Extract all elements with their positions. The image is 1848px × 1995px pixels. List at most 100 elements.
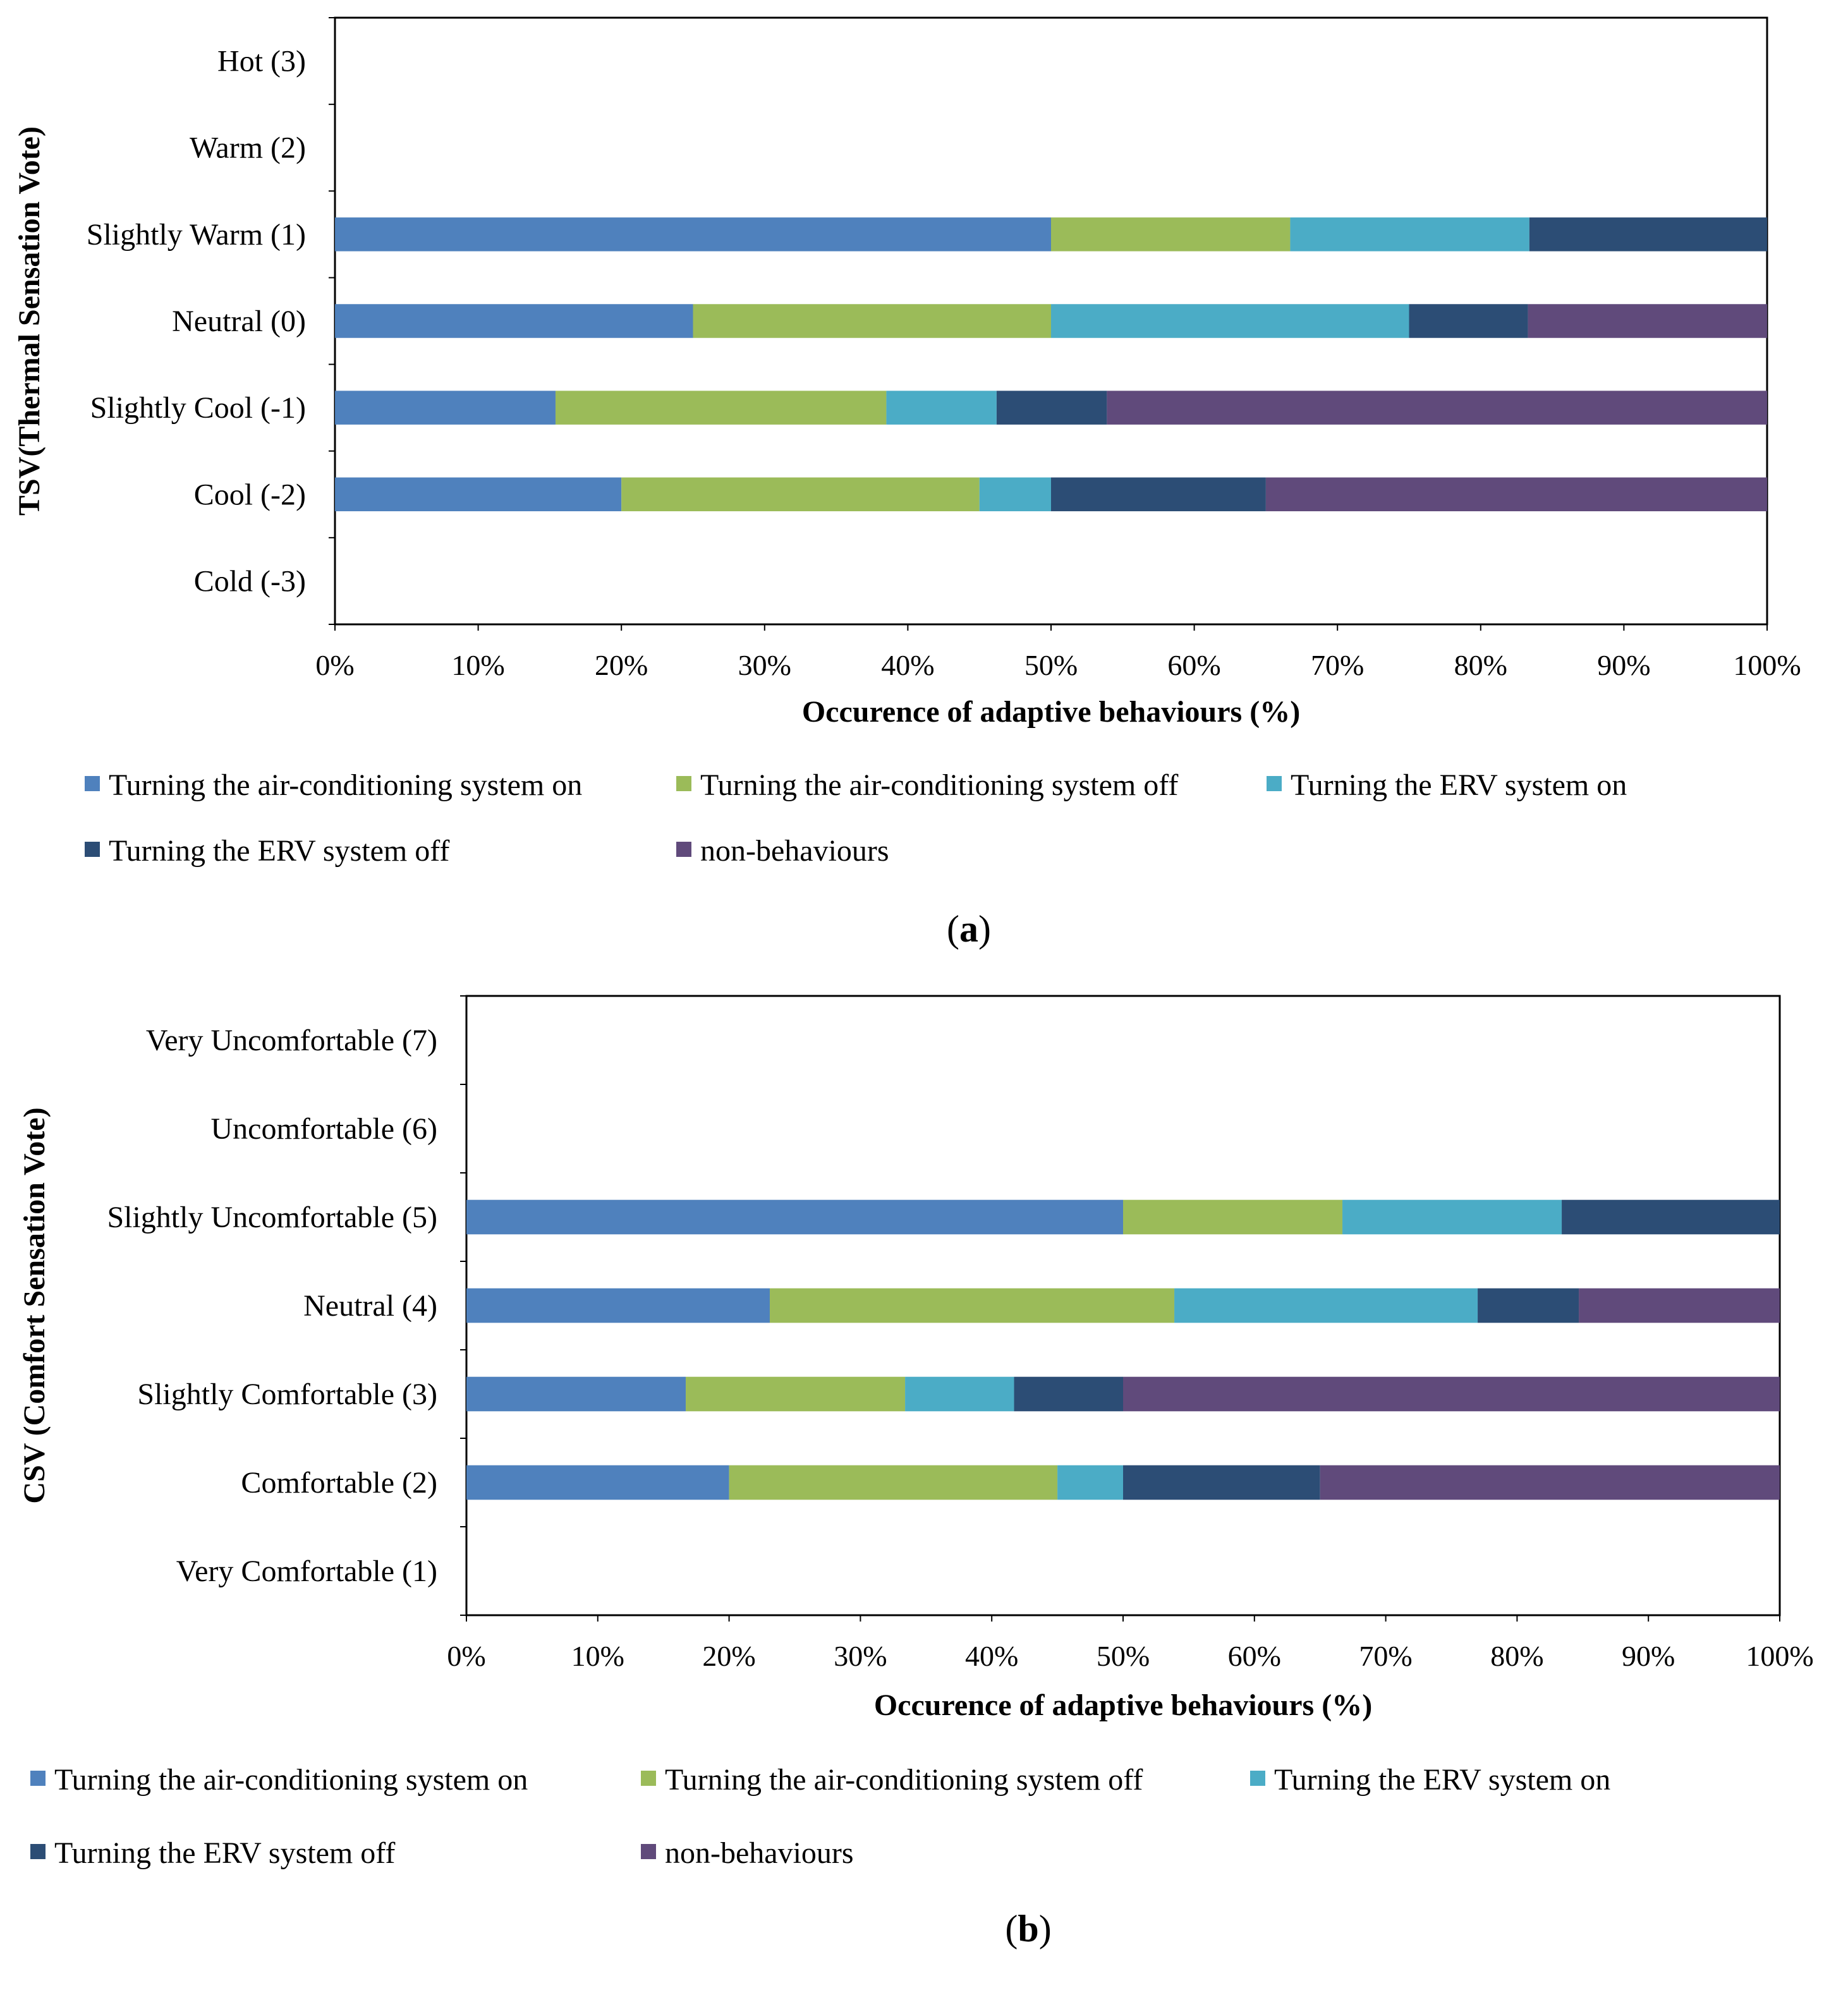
- x-tick-label: 30%: [834, 1640, 887, 1672]
- bar-segment-a-3-3: [1409, 304, 1528, 338]
- bar-segment-b-2-3: [1562, 1199, 1780, 1235]
- chart-panel-b: Very Uncomfortable (7) Uncomfortable (6) S…: [18, 995, 1814, 1950]
- x-tick-label: 30%: [738, 649, 791, 681]
- legend-label: non-behaviours: [700, 834, 889, 868]
- x-axis-title: Occurence of adaptive behaviours (%): [874, 1689, 1372, 1722]
- y-category-label: Neutral (0): [172, 305, 306, 338]
- x-tick-label: 50%: [1097, 1640, 1150, 1672]
- legend-swatch: [1250, 1771, 1265, 1786]
- legend-swatch: [676, 842, 691, 857]
- bar-segment-b-3-3: [1478, 1288, 1579, 1323]
- y-category-label: Warm (2): [190, 131, 306, 165]
- bar-segment-b-4-0: [466, 1376, 686, 1412]
- bar-segment-a-2-3: [1529, 217, 1767, 252]
- y-category-label: Very Uncomfortable (7): [146, 1024, 437, 1057]
- bar-segment-a-2-2: [1290, 217, 1529, 252]
- bar-segment-b-3-1: [770, 1288, 1175, 1323]
- x-tick-label: 80%: [1490, 1640, 1543, 1672]
- x-tick-label: 70%: [1311, 649, 1364, 681]
- legend-swatch: [30, 1844, 46, 1859]
- bar-segment-b-5-0: [466, 1465, 729, 1500]
- legend-label: Turning the air-conditioning system on: [109, 768, 582, 802]
- x-tick-label: 10%: [571, 1640, 624, 1672]
- bar-segment-b-3-4: [1579, 1288, 1780, 1323]
- x-tick-label: 60%: [1167, 649, 1220, 681]
- y-category-label: Uncomfortable (6): [210, 1112, 437, 1146]
- bar-segment-a-5-0: [335, 477, 622, 512]
- bar-segment-a-4-4: [1107, 391, 1767, 425]
- bar-segment-b-5-1: [729, 1465, 1058, 1500]
- legend-label: Turning the ERV system off: [109, 834, 449, 868]
- bar-segment-a-5-4: [1265, 477, 1767, 512]
- panel-caption: (b): [1005, 1908, 1051, 1950]
- y-category-label: Very Comfortable (1): [176, 1555, 437, 1588]
- y-category-label: Cold (-3): [194, 564, 306, 598]
- x-tick-label: 20%: [595, 649, 648, 681]
- bar-segment-b-4-2: [905, 1376, 1014, 1412]
- y-axis-title: TSV(Thermal Sensation Vote): [13, 126, 46, 516]
- bar-segment-b-4-4: [1123, 1376, 1780, 1412]
- bar-segment-a-2-0: [335, 217, 1051, 252]
- bar-segment-a-4-3: [996, 391, 1107, 425]
- legend-label: Turning the ERV system on: [1274, 1763, 1610, 1797]
- legend-label: Turning the ERV system off: [54, 1836, 395, 1870]
- bar-segment-b-3-2: [1174, 1288, 1478, 1323]
- bar-segment-b-2-0: [466, 1199, 1123, 1235]
- bar-segment-b-5-2: [1057, 1465, 1123, 1500]
- y-category-label: Slightly Warm (1): [87, 218, 306, 252]
- bar-segment-a-4-2: [886, 391, 997, 425]
- bar-segment-a-4-0: [335, 391, 556, 425]
- y-category-label: Cool (-2): [194, 478, 306, 511]
- bar-segment-a-4-1: [555, 391, 887, 425]
- bar-segment-b-2-1: [1123, 1199, 1343, 1235]
- x-tick-label: 50%: [1024, 649, 1078, 681]
- bar-segment-b-5-3: [1123, 1465, 1320, 1500]
- x-tick-label: 0%: [315, 649, 354, 681]
- x-tick-label: 40%: [965, 1640, 1018, 1672]
- legend-label: Turning the ERV system on: [1291, 768, 1627, 802]
- x-tick-label: 80%: [1454, 649, 1507, 681]
- x-axis-title: Occurence of adaptive behaviours (%): [802, 695, 1300, 729]
- bar-segment-b-5-4: [1320, 1465, 1780, 1500]
- bar-segment-a-3-2: [1051, 304, 1409, 338]
- bar-segment-a-5-3: [1051, 477, 1266, 512]
- panel-caption-letter: b: [1018, 1908, 1038, 1950]
- x-tick-label: 10%: [451, 649, 504, 681]
- x-tick-label: 90%: [1597, 649, 1650, 681]
- y-category-label: Hot (3): [217, 45, 306, 78]
- y-category-label: Slightly Uncomfortable (5): [107, 1201, 437, 1234]
- x-tick-label: 70%: [1359, 1640, 1412, 1672]
- bar-segment-b-4-1: [686, 1376, 906, 1412]
- legend-swatch: [641, 1844, 656, 1859]
- legend-label: non-behaviours: [665, 1836, 854, 1870]
- bar-segment-a-2-1: [1051, 217, 1291, 252]
- x-tick-label: 20%: [702, 1640, 755, 1672]
- bar-segment-b-2-2: [1342, 1199, 1562, 1235]
- legend-swatch: [85, 842, 100, 857]
- legend-swatch: [641, 1771, 656, 1786]
- x-tick-label: 60%: [1228, 1640, 1281, 1672]
- panel-caption-letter: a: [959, 908, 978, 950]
- x-tick-label: 40%: [881, 649, 934, 681]
- chart-panel-a: Hot (3) Warm (2) Slightly Warm (1) Neutral …: [13, 16, 1801, 950]
- bar-segment-b-3-0: [466, 1288, 770, 1323]
- x-tick-label: 100%: [1733, 649, 1801, 681]
- y-category-label: Slightly Cool (-1): [90, 391, 306, 425]
- panel-caption: (a): [947, 908, 991, 950]
- x-tick-label: 100%: [1746, 1640, 1813, 1672]
- x-tick-label: 90%: [1622, 1640, 1675, 1672]
- y-category-label: Comfortable (2): [241, 1466, 437, 1500]
- legend-swatch: [1267, 776, 1282, 791]
- y-axis-title: CSV (Comfort Sensation Vote): [18, 1107, 51, 1503]
- legend-label: Turning the air-conditioning system on: [54, 1763, 528, 1797]
- legend-label: Turning the air-conditioning system off: [665, 1763, 1143, 1797]
- bar-segment-a-5-2: [979, 477, 1051, 512]
- x-tick-label: 0%: [447, 1640, 485, 1672]
- bar-segment-a-5-1: [621, 477, 980, 512]
- y-category-label: Neutral (4): [303, 1289, 437, 1323]
- bar-segment-a-3-4: [1528, 304, 1767, 338]
- y-category-label: Slightly Comfortable (3): [137, 1378, 437, 1411]
- legend-swatch: [85, 776, 100, 791]
